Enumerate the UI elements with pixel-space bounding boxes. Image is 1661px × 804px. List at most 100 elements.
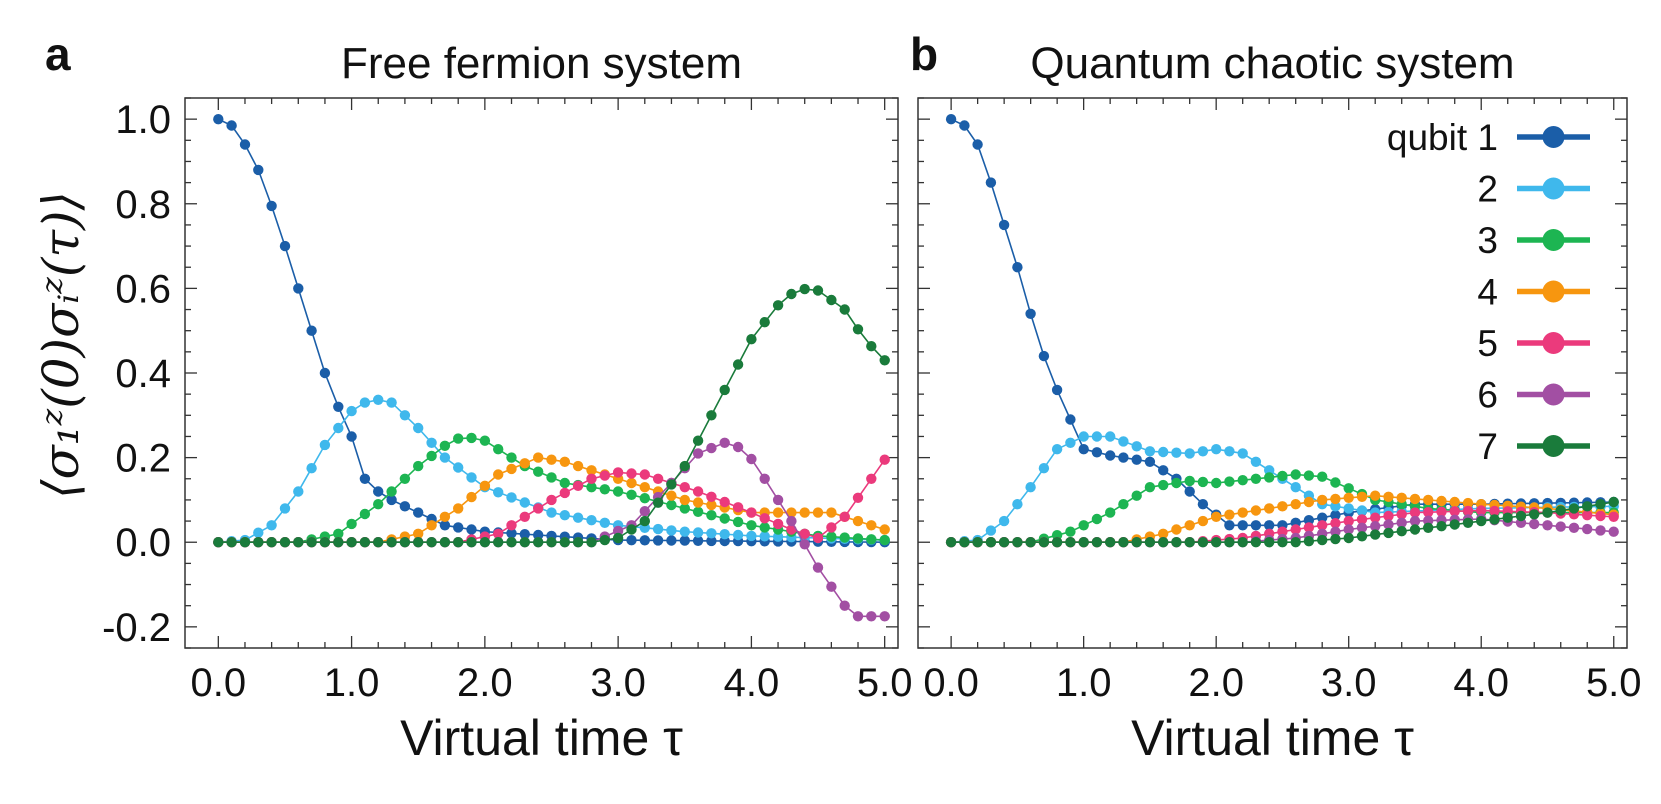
x-tick-label: 3.0 bbox=[590, 661, 646, 705]
data-point bbox=[293, 537, 304, 548]
data-point bbox=[1568, 503, 1580, 514]
data-point bbox=[359, 397, 371, 408]
data-point bbox=[506, 528, 517, 539]
data-point bbox=[226, 537, 237, 548]
y-tick-label: 0.4 bbox=[115, 352, 171, 396]
data-point bbox=[1290, 537, 1301, 548]
data-point bbox=[213, 114, 224, 125]
data-point bbox=[1224, 446, 1235, 457]
data-point bbox=[1449, 496, 1460, 508]
data-point bbox=[479, 537, 491, 548]
data-point bbox=[586, 482, 597, 493]
series-7 bbox=[945, 496, 1619, 548]
data-point bbox=[346, 537, 357, 548]
legend-entry-5: 5 bbox=[1477, 323, 1590, 364]
data-point bbox=[852, 492, 864, 503]
data-point bbox=[692, 527, 704, 538]
data-point bbox=[626, 468, 637, 479]
data-point bbox=[1237, 507, 1248, 518]
y-axis-label: ⟨σ₁ᶻ(0)σᵢᶻ(τ)⟩ bbox=[32, 191, 90, 499]
data-point bbox=[1211, 537, 1222, 548]
data-point bbox=[812, 285, 824, 296]
data-point bbox=[1502, 512, 1513, 523]
data-point bbox=[998, 219, 1010, 231]
data-point bbox=[1383, 491, 1394, 502]
data-point bbox=[1105, 537, 1116, 548]
legend-marker bbox=[1542, 177, 1565, 200]
data-point bbox=[279, 537, 291, 548]
data-point bbox=[692, 506, 704, 517]
data-point bbox=[1317, 471, 1328, 482]
data-point bbox=[799, 528, 810, 539]
data-point bbox=[1144, 537, 1156, 548]
data-point bbox=[812, 532, 824, 544]
data-point bbox=[1078, 444, 1089, 455]
data-point bbox=[439, 511, 451, 522]
data-point bbox=[759, 513, 770, 524]
plot-frame bbox=[917, 97, 1628, 649]
data-point bbox=[386, 486, 397, 497]
data-point bbox=[1250, 473, 1262, 484]
data-point bbox=[1330, 477, 1341, 488]
data-point bbox=[1303, 496, 1315, 508]
data-point bbox=[1370, 512, 1381, 523]
data-point bbox=[1264, 503, 1275, 514]
data-point bbox=[426, 437, 437, 448]
data-point bbox=[1409, 524, 1421, 535]
panel-a: Free fermion system a 0.0 1.0 2.0 3.0 4.0 5.0 -0… bbox=[45, 28, 912, 766]
data-point bbox=[599, 517, 610, 528]
data-point bbox=[1091, 513, 1103, 525]
data-point bbox=[1091, 447, 1103, 458]
data-point bbox=[1595, 525, 1606, 536]
data-point bbox=[399, 410, 411, 421]
data-point bbox=[1476, 505, 1487, 516]
data-point bbox=[466, 432, 477, 444]
data-point bbox=[506, 537, 517, 548]
data-point bbox=[1224, 537, 1235, 548]
data-point bbox=[1091, 431, 1103, 442]
data-point bbox=[1370, 490, 1381, 501]
x-tick-label: 2.0 bbox=[457, 661, 513, 705]
data-point bbox=[1197, 537, 1209, 548]
data-point bbox=[1118, 537, 1129, 548]
data-point bbox=[746, 453, 757, 465]
data-point bbox=[1131, 490, 1142, 501]
data-point bbox=[945, 114, 957, 125]
data-point bbox=[772, 494, 784, 506]
data-point bbox=[666, 479, 677, 490]
data-point bbox=[1051, 444, 1063, 455]
legend-marker bbox=[1542, 126, 1565, 148]
data-point bbox=[1423, 507, 1434, 518]
data-point bbox=[719, 496, 730, 508]
data-point bbox=[373, 394, 384, 405]
data-point bbox=[466, 472, 477, 483]
data-point bbox=[1370, 529, 1381, 540]
data-point bbox=[866, 520, 877, 531]
data-point bbox=[1608, 526, 1619, 537]
data-point bbox=[1529, 509, 1540, 520]
data-point bbox=[679, 482, 690, 493]
data-point bbox=[413, 507, 424, 518]
data-point bbox=[1356, 522, 1368, 533]
data-point bbox=[453, 433, 464, 444]
data-point bbox=[453, 522, 464, 533]
data-point bbox=[1184, 475, 1195, 487]
data-point bbox=[1423, 494, 1434, 506]
data-point bbox=[639, 515, 650, 527]
data-point bbox=[572, 480, 584, 491]
data-point bbox=[666, 490, 677, 501]
data-point bbox=[1290, 499, 1301, 510]
data-point bbox=[413, 537, 424, 548]
data-point bbox=[1303, 470, 1315, 481]
legend-label: 5 bbox=[1477, 323, 1498, 364]
legend-marker bbox=[1542, 435, 1565, 457]
data-point bbox=[692, 535, 704, 546]
data-point bbox=[839, 511, 850, 522]
data-point bbox=[1555, 521, 1566, 532]
data-point bbox=[1144, 456, 1156, 467]
data-point bbox=[1158, 479, 1169, 491]
data-point bbox=[599, 534, 610, 546]
data-point bbox=[453, 537, 464, 548]
data-point bbox=[786, 288, 797, 300]
data-point bbox=[1197, 476, 1209, 488]
